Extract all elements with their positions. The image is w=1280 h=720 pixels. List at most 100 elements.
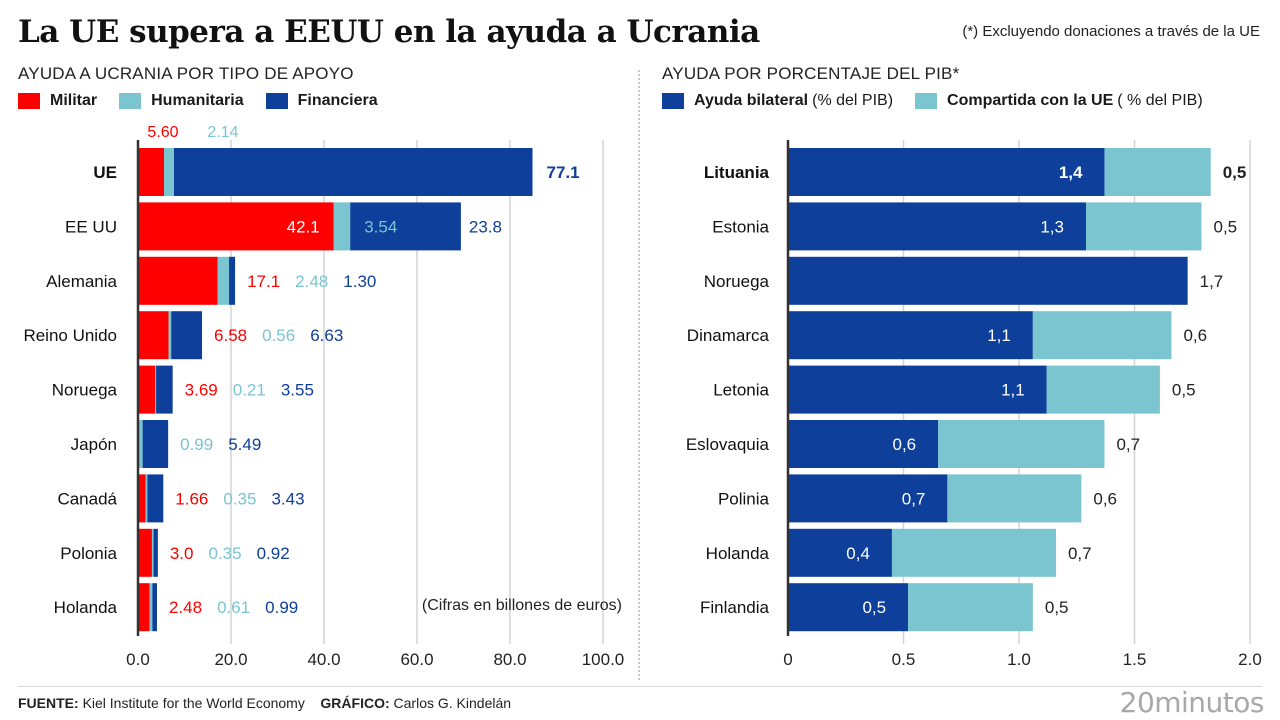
category-label: UE: [93, 163, 117, 182]
legend-swatch-humanitaria: [119, 93, 142, 109]
legend-suffix-bilateral: (% del PIB): [812, 92, 894, 109]
data-label-compartida: 0,5: [1223, 163, 1247, 182]
bar-segment-militar: [138, 528, 152, 577]
bar-segment-financiera: [147, 474, 164, 523]
legend-swatch-compartida: [915, 93, 938, 109]
left-legend: Militar Humanitaria Financiera: [18, 92, 400, 110]
bar-segment-financiera: [171, 311, 203, 360]
unit-note: (Cifras en billones de euros): [422, 597, 622, 614]
legend-suffix-compartida: ( % del PIB): [1117, 92, 1203, 109]
category-label: Holanda: [706, 544, 770, 563]
bar-segment-compartida: [891, 528, 1056, 577]
data-label-militar: 1.66: [175, 489, 208, 508]
source-text: Kiel Institute for the World Economy: [82, 695, 305, 711]
bar-segment-compartida: [1085, 202, 1202, 251]
bar-segment-bilateral: [788, 202, 1086, 251]
right-chart-subtitle: AYUDA POR PORCENTAJE DEL PIB*: [662, 64, 960, 83]
right-legend: Ayuda bilateral (% del PIB) Compartida c…: [662, 92, 1225, 110]
data-label-financiera: 0.99: [265, 598, 298, 617]
x-tick-label: 80.0: [493, 650, 526, 669]
bar-segment-bilateral: [788, 583, 909, 632]
data-label-financiera: 3.43: [271, 489, 304, 508]
bar-segment-bilateral: [788, 256, 1188, 305]
category-label: Polinia: [718, 489, 770, 508]
chart-title: La UE supera a EEUU en la ayuda a Ucrani…: [18, 14, 760, 50]
category-label: Noruega: [704, 272, 770, 291]
bar-segment-financiera: [350, 202, 461, 251]
category-label: Dinamarca: [687, 326, 770, 345]
legend-label-militar: Militar: [50, 92, 98, 109]
bar-segment-bilateral: [788, 148, 1105, 196]
bar-segment-compartida: [1032, 311, 1172, 360]
source-label: FUENTE:: [18, 695, 79, 711]
bar-segment-humanitaria: [138, 420, 143, 468]
x-tick-label: 0.0: [126, 650, 150, 669]
category-label: Lituania: [704, 163, 770, 182]
bar-segment-financiera: [156, 365, 173, 414]
bar-segment-militar: [138, 256, 218, 305]
bar-segment-financiera: [153, 528, 158, 577]
category-label: Letonia: [713, 381, 769, 400]
data-label-militar: 3.0: [170, 544, 194, 563]
data-label-militar: 17.1: [247, 272, 280, 291]
data-label-militar: 5.60: [147, 124, 178, 141]
data-label-humanitaria: 0.56: [262, 326, 295, 345]
bar-segment-militar: [138, 583, 150, 632]
bar-segment-bilateral: [788, 474, 948, 523]
legend-swatch-financiera: [265, 93, 288, 109]
bar-segment-financiera: [173, 148, 533, 196]
data-label-bilateral: 1,4: [1059, 163, 1083, 182]
left-chart-subtitle: AYUDA A UCRANIA POR TIPO DE APOYO: [18, 64, 354, 83]
data-label-bilateral: 0,7: [902, 489, 926, 508]
data-label-humanitaria: 0.99: [180, 435, 213, 454]
data-label-compartida: 0,6: [1093, 489, 1117, 508]
footnote: (*) Excluyendo donaciones a través de la…: [962, 23, 1260, 40]
bar-segment-bilateral: [788, 311, 1033, 360]
bar-segment-militar: [138, 202, 334, 251]
x-tick-label: 1.5: [1123, 650, 1147, 669]
category-label: Japón: [71, 435, 117, 454]
bar-segment-bilateral: [788, 528, 892, 577]
data-label-humanitaria: 0.21: [233, 381, 266, 400]
bar-segment-humanitaria: [155, 365, 157, 414]
x-tick-label: 0: [783, 650, 792, 669]
bar-segment-humanitaria: [151, 528, 154, 577]
data-label-bilateral: 1,1: [1001, 381, 1025, 400]
data-label-compartida: 0,7: [1068, 544, 1092, 563]
bar-segment-militar: [138, 311, 169, 360]
data-label-militar: 2.48: [169, 598, 202, 617]
bar-segment-compartida: [947, 474, 1082, 523]
bar-segment-humanitaria: [164, 148, 174, 196]
data-label-humanitaria: 0.35: [223, 489, 256, 508]
category-label: Estonia: [712, 217, 769, 236]
bar-segment-bilateral: [788, 365, 1047, 414]
bar-segment-humanitaria: [333, 202, 351, 251]
x-tick-label: 40.0: [307, 650, 340, 669]
data-label-compartida: 0,5: [1045, 598, 1069, 617]
x-tick-label: 2.0: [1238, 650, 1262, 669]
category-label: EE UU: [65, 217, 117, 236]
x-tick-label: 0.5: [892, 650, 916, 669]
bar-segment-bilateral: [788, 420, 939, 468]
category-label: Eslovaquia: [686, 435, 770, 454]
data-label-compartida: 0,5: [1172, 381, 1196, 400]
bar-segment-financiera: [142, 420, 169, 468]
data-label-humanitaria: 3.54: [364, 217, 397, 236]
bar-segment-militar: [138, 474, 146, 523]
legend-label-financiera: Financiera: [297, 92, 378, 109]
data-label-compartida: 0,6: [1183, 326, 1207, 345]
bar-segment-compartida: [908, 583, 1033, 632]
category-label: Finlandia: [700, 598, 770, 617]
data-label-militar: 6.58: [214, 326, 247, 345]
data-label-financiera: 77.1: [547, 163, 580, 182]
footer-divider: [18, 686, 1262, 687]
footer-credits: FUENTE: Kiel Institute for the World Eco…: [18, 695, 511, 711]
data-label-financiera: 0.92: [257, 544, 290, 563]
bar-segment-compartida: [1046, 365, 1160, 414]
bar-segment-humanitaria: [149, 583, 153, 632]
bar-segment-financiera: [229, 256, 236, 305]
data-label-financiera: 1.30: [343, 272, 376, 291]
brand-logo: 20minutos: [1119, 686, 1265, 719]
graphic-credit: Carlos G. Kindelán: [393, 695, 512, 711]
